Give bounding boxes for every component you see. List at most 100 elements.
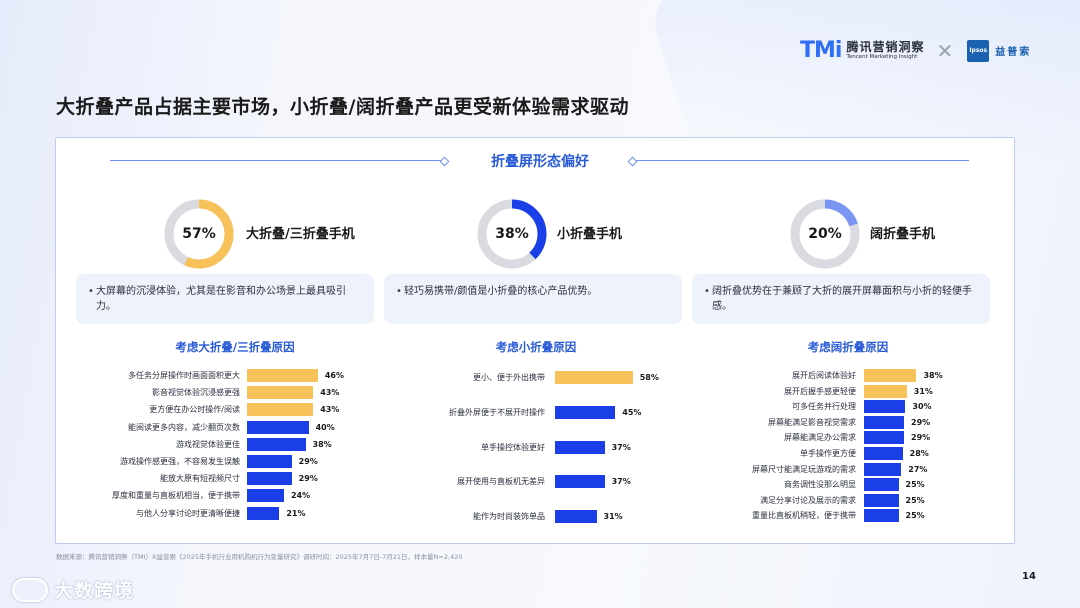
bar-value-label: 43% xyxy=(320,388,340,398)
bar-value-label: 40% xyxy=(315,422,335,432)
bar-value-label: 29% xyxy=(911,417,931,427)
bar-category-label: 厚度和重量与直板机相当，便于携带 xyxy=(112,491,240,501)
bar-category-label: 满足分享讨论及展示的需求 xyxy=(760,495,856,505)
bar-category-label: 展开后握手感更轻便 xyxy=(784,386,856,396)
bar-category-label: 多任务分屏操作时画面面积更大 xyxy=(128,371,240,380)
bar-category-label: 能放大原有短视频尺寸 xyxy=(160,474,240,484)
bar xyxy=(864,509,899,523)
page-number: 14 xyxy=(1022,571,1036,582)
partner-cn: 益普索 xyxy=(995,47,1032,58)
bar-category-label: 影音视觉体验沉浸感更强 xyxy=(152,388,240,398)
heading-line-right xyxy=(632,160,969,161)
bar xyxy=(864,415,905,429)
brand-en: Tencent Marketing Insight xyxy=(846,53,918,60)
watermark: 大数跨境 xyxy=(12,576,134,603)
bar-value-label: 29% xyxy=(298,474,318,484)
donut-chart-wide-fold: 20% xyxy=(789,198,861,270)
bar-value-label: 45% xyxy=(622,407,642,417)
cross-icon: ✕ xyxy=(936,38,954,63)
heading-line-left xyxy=(110,160,445,161)
ipsos-logo: Ipsos xyxy=(967,39,990,62)
bar-category-label: 展开使用与直板机无差异 xyxy=(457,477,545,487)
bar-value-label: 38% xyxy=(312,439,332,449)
bar-category-label: 单手操控体验更好 xyxy=(481,442,545,452)
bar-category-label: 更小、便于外出携带 xyxy=(473,373,545,382)
bar xyxy=(555,475,605,489)
page-title: 大折叠产品占据主要市场，小折叠/阔折叠产品更受新体验需求驱动 xyxy=(56,96,629,118)
bar-value-label: 43% xyxy=(320,405,340,415)
bar-category-label: 屏幕能满足影音视觉需求 xyxy=(768,417,856,427)
bar xyxy=(247,403,314,417)
bar-category-label: 能阅读更多内容，减少翻页次数 xyxy=(128,422,240,432)
bar xyxy=(555,371,633,384)
bar-value-label: 25% xyxy=(905,480,925,490)
bar-value-label: 25% xyxy=(905,511,925,521)
bar xyxy=(247,420,309,434)
bar-value-label: 29% xyxy=(911,433,931,443)
desc-box-small-fold: • 轻巧易携带/颜值是小折叠的核心产品优势。 xyxy=(384,274,682,324)
bar-category-label: 与他人分享讨论时更清晰便捷 xyxy=(136,508,240,518)
segment-label-wide-fold: 阔折叠手机 xyxy=(870,227,936,242)
bar xyxy=(555,510,597,524)
bar-value-label: 21% xyxy=(286,508,306,518)
bar xyxy=(247,437,306,451)
bar xyxy=(864,400,906,414)
donut-percent: 20% xyxy=(808,226,842,242)
bar xyxy=(247,472,292,486)
bar-category-label: 商务调性没那么明显 xyxy=(784,480,856,490)
reason-title-large-fold: 考虑大折叠/三折叠原因 xyxy=(175,340,295,354)
bar-value-label: 37% xyxy=(611,442,631,452)
bar-value-label: 24% xyxy=(290,491,311,501)
tmi-logo: TMi xyxy=(800,38,842,63)
bar-value-label: 38% xyxy=(923,371,943,380)
donut-percent: 38% xyxy=(495,226,529,242)
bar-value-label: 31% xyxy=(913,386,933,396)
bar-category-label: 可多任务并行处理 xyxy=(792,402,856,412)
segment-label-small-fold: 小折叠手机 xyxy=(557,227,623,242)
bar-value-label: 58% xyxy=(639,373,659,382)
donut-percent: 57% xyxy=(182,226,216,242)
bar-category-label: 能作为时尚装饰单品 xyxy=(473,512,545,522)
bar-value-label: 31% xyxy=(603,512,623,522)
bar-category-label: 游戏操作感更强，不容易发生误触 xyxy=(120,457,240,466)
desc-box-large-fold: • 大屏幕的沉浸体验，尤其是在影音和办公场景上最具吸引力。 xyxy=(76,274,374,324)
bar-value-label: 25% xyxy=(905,495,925,505)
donut-chart-large-fold: 57% xyxy=(163,198,235,270)
bar-value-label: 30% xyxy=(912,402,932,412)
bar xyxy=(555,405,616,419)
bar xyxy=(864,447,903,460)
segment-label-large-fold: 大折叠/三折叠手机 xyxy=(246,227,355,242)
bar xyxy=(864,431,905,445)
bar-category-label: 单手操作更方便 xyxy=(800,449,856,458)
bar xyxy=(247,506,280,520)
bar xyxy=(247,386,314,400)
data-source-note: 数据来源：腾讯营销洞察（TMI）X益普索《2025年手机行业用机购机行为变量研究… xyxy=(56,553,463,561)
bar-category-label: 屏幕尺寸能满足玩游戏的需求 xyxy=(752,464,856,474)
section-title: 折叠屏形态偏好 xyxy=(491,154,589,170)
bar-value-label: 46% xyxy=(324,371,344,380)
bar-value-label: 37% xyxy=(611,477,631,487)
bar-value-label: 29% xyxy=(298,457,318,466)
bar xyxy=(864,478,899,492)
bar-category-label: 游戏视觉体验更佳 xyxy=(176,439,240,449)
bar xyxy=(247,489,284,503)
bar-category-label: 更方便在办公时操作/阅读 xyxy=(149,405,240,415)
bar xyxy=(247,455,292,468)
bar-category-label: 折叠外屏便于不展开时操作 xyxy=(449,407,545,417)
watermark-icon xyxy=(12,577,48,602)
bar-category-label: 重量比直板机稍轻，便于携带 xyxy=(752,511,856,521)
desc-box-wide-fold: • 阔折叠优势在于兼顾了大折的展开屏幕面积与小折的轻便手感。 xyxy=(692,274,990,324)
bar-category-label: 展开后阅读体验好 xyxy=(792,371,856,380)
bar-value-label: 28% xyxy=(909,449,929,458)
bar xyxy=(864,369,917,382)
reason-title-wide-fold: 考虑阔折叠原因 xyxy=(807,340,889,354)
bar-category-label: 屏幕能满足办公需求 xyxy=(784,433,856,443)
bar xyxy=(555,440,605,454)
bar-value-label: 27% xyxy=(908,464,928,474)
reason-title-small-fold: 考虑小折叠原因 xyxy=(495,340,577,354)
bar xyxy=(864,462,902,476)
header-logos: TMi 腾讯营销洞察 Tencent Marketing Insight ✕ I… xyxy=(800,38,1031,63)
bar xyxy=(864,493,899,507)
bar xyxy=(864,384,907,398)
bar xyxy=(247,369,318,382)
